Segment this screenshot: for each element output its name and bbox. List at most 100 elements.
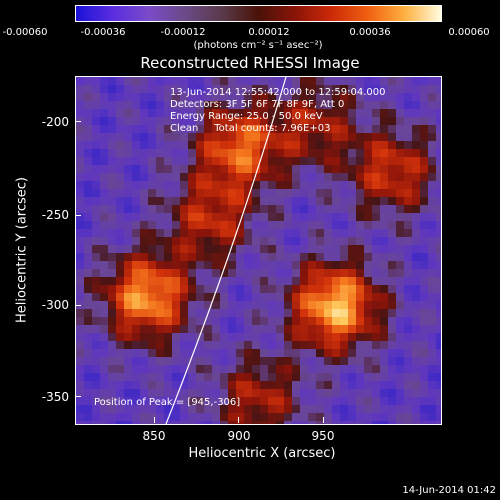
image-pixel: [84, 117, 92, 125]
image-pixel: [204, 373, 212, 381]
image-pixel: [116, 373, 124, 381]
image-pixel: [292, 373, 300, 381]
image-pixel: [124, 141, 132, 149]
image-pixel: [420, 133, 428, 141]
image-pixel: [116, 381, 124, 389]
image-pixel: [252, 293, 260, 301]
image-pixel: [236, 85, 244, 93]
image-pixel: [324, 357, 332, 365]
image-pixel: [332, 245, 340, 253]
image-pixel: [364, 117, 372, 125]
image-pixel: [148, 77, 156, 85]
image-pixel: [236, 357, 244, 365]
image-pixel: [236, 261, 244, 269]
image-pixel: [196, 117, 204, 125]
x-tick: [154, 417, 155, 423]
image-pixel: [300, 365, 308, 373]
image-pixel: [140, 221, 148, 229]
image-pixel: [276, 205, 284, 213]
image-pixel: [100, 309, 108, 317]
image-pixel: [284, 141, 292, 149]
image-pixel: [180, 165, 188, 173]
image-pixel: [356, 285, 364, 293]
image-pixel: [260, 405, 268, 413]
image-pixel: [132, 197, 140, 205]
image-pixel: [308, 173, 316, 181]
image-pixel: [164, 317, 172, 325]
image-pixel: [76, 365, 84, 373]
image-pixel: [228, 197, 236, 205]
image-pixel: [404, 397, 412, 405]
image-pixel: [316, 77, 324, 85]
image-pixel: [204, 149, 212, 157]
image-pixel: [380, 221, 388, 229]
image-pixel: [132, 117, 140, 125]
image-pixel: [388, 109, 396, 117]
image-pixel: [76, 349, 84, 357]
image-pixel: [436, 413, 441, 421]
image-pixel: [308, 333, 316, 341]
image-pixel: [364, 85, 372, 93]
image-pixel: [204, 117, 212, 125]
image-pixel: [268, 93, 276, 101]
image-pixel: [228, 349, 236, 357]
image-pixel: [340, 325, 348, 333]
image-pixel: [436, 277, 441, 285]
image-pixel: [212, 397, 220, 405]
image-pixel: [356, 133, 364, 141]
image-pixel: [132, 253, 140, 261]
image-pixel: [268, 133, 276, 141]
image-pixel: [100, 197, 108, 205]
image-pixel: [260, 373, 268, 381]
image-pixel: [100, 357, 108, 365]
image-pixel: [100, 93, 108, 101]
image-pixel: [76, 101, 84, 109]
image-pixel: [396, 245, 404, 253]
image-pixel: [324, 181, 332, 189]
image-pixel: [348, 165, 356, 173]
image-pixel: [428, 125, 436, 133]
image-pixel: [188, 125, 196, 133]
image-pixel: [212, 85, 220, 93]
image-pixel: [220, 269, 228, 277]
image-pixel: [420, 309, 428, 317]
image-pixel: [108, 93, 116, 101]
image-pixel: [388, 365, 396, 373]
image-pixel: [76, 133, 84, 141]
image-pixel: [268, 157, 276, 165]
image-pixel: [244, 261, 252, 269]
image-pixel: [420, 77, 428, 85]
image-pixel: [252, 317, 260, 325]
image-pixel: [332, 381, 340, 389]
image-pixel: [268, 205, 276, 213]
image-pixel: [316, 301, 324, 309]
image-pixel: [364, 413, 372, 421]
image-pixel: [92, 333, 100, 341]
image-pixel: [332, 133, 340, 141]
image-pixel: [76, 389, 84, 397]
image-pixel: [76, 325, 84, 333]
image-pixel: [188, 349, 196, 357]
image-pixel: [108, 221, 116, 229]
image-pixel: [172, 277, 180, 285]
image-pixel: [188, 197, 196, 205]
image-pixel: [292, 325, 300, 333]
image-pixel: [284, 253, 292, 261]
image-pixel: [132, 245, 140, 253]
image-pixel: [124, 229, 132, 237]
image-pixel: [204, 349, 212, 357]
image-pixel: [428, 317, 436, 325]
image-pixel: [404, 277, 412, 285]
image-pixel: [420, 85, 428, 93]
image-pixel: [212, 221, 220, 229]
image-pixel: [428, 413, 436, 421]
image-pixel: [388, 261, 396, 269]
image-pixel: [220, 181, 228, 189]
image-pixel: [300, 157, 308, 165]
image-pixel: [364, 381, 372, 389]
image-pixel: [420, 237, 428, 245]
image-pixel: [436, 157, 441, 165]
image-pixel: [204, 285, 212, 293]
image-pixel: [204, 133, 212, 141]
image-pixel: [116, 213, 124, 221]
